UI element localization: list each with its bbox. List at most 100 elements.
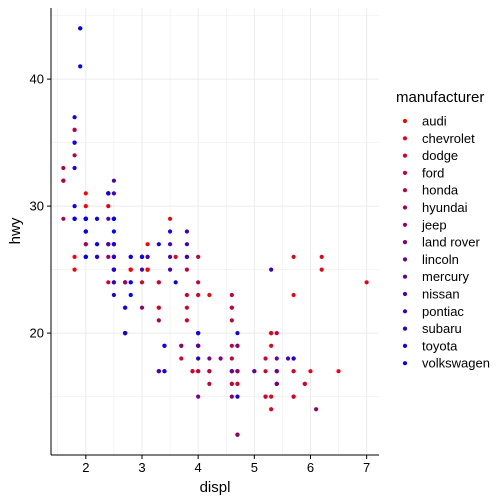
data-point [139,254,145,259]
data-point [167,242,173,247]
data-point [83,254,88,259]
data-point [106,280,111,285]
data-point [291,369,296,374]
legend-item: toyota [402,338,458,353]
legend-label: subaru [422,321,462,336]
legend-label: toyota [422,338,458,353]
data-point [145,254,150,259]
data-point [123,280,128,285]
data-point [229,318,234,323]
data-point [111,178,116,183]
data-point [83,216,88,221]
data-point [128,280,133,285]
data-point [83,242,88,247]
data-point [285,356,291,361]
legend-key [402,240,408,245]
data-point [156,369,161,374]
x-ticks: 2 3 4 5 6 7 [82,455,370,475]
data-point [196,280,201,285]
data-point [314,407,319,412]
legend-key [402,361,408,366]
legend-label: volkswagen [422,356,490,371]
data-point [269,267,274,272]
legend-item: volkswagen [402,356,490,371]
data-point [252,369,257,374]
data-point [61,216,66,221]
legend-key [402,291,408,297]
data-point [139,305,145,310]
data-point [162,343,167,348]
legend-item: honda [402,183,459,198]
data-point [156,280,161,285]
data-point [291,356,296,361]
data-point [184,305,190,310]
data-point [196,394,201,399]
series-jeep [139,305,319,437]
data-point [184,229,190,234]
data-point [229,292,234,298]
data-point [207,292,212,298]
legend-key [402,118,408,124]
data-point [72,254,77,259]
legend-key [402,188,408,193]
series-toyota [72,115,296,399]
legend-label: pontiac [422,304,464,319]
data-point [128,292,133,298]
legend: manufacturer audi chevrolet dodge ford honda… [396,89,490,371]
series-mercury [196,343,257,374]
data-points [61,26,369,437]
data-point [72,153,77,158]
data-point [235,369,240,374]
data-point [167,267,173,272]
data-point [184,254,190,259]
legend-item: jeep [402,217,447,232]
data-point [269,407,274,412]
data-point [235,432,240,437]
legend-label: hyundai [422,200,468,215]
data-point [94,242,100,247]
data-point [83,204,88,209]
data-point [139,267,145,272]
data-point [111,229,116,234]
data-point [184,267,190,272]
data-point [269,343,274,348]
data-point [229,394,234,399]
legend-item: nissan [402,287,460,302]
legend-item: dodge [402,148,458,163]
data-point [235,381,240,386]
data-point [269,394,274,399]
data-point [179,356,184,361]
x-tick-label: 6 [307,460,314,475]
data-point [269,330,274,336]
data-point [139,280,145,285]
series-nissan [106,178,291,374]
data-point [156,305,161,310]
x-tick-label: 2 [82,460,89,475]
legend-label: land rover [422,235,480,250]
series-lincoln [274,356,279,386]
legend-label: ford [422,165,444,180]
data-point [196,330,201,336]
data-point [145,267,150,272]
data-point [263,394,268,399]
legend-item: mercury [402,269,469,284]
data-point [263,369,268,374]
data-point [263,356,268,361]
legend-label: mercury [422,269,469,284]
legend-item: subaru [402,321,462,336]
data-point [156,318,161,323]
data-point [111,191,116,196]
data-point [106,254,111,259]
legend-label: dodge [422,148,458,163]
data-point [72,140,77,145]
data-point [229,381,234,386]
grid [51,8,379,455]
data-point [218,356,223,361]
y-tick-label: 40 [30,72,44,87]
x-tick-label: 3 [138,460,145,475]
data-point [72,267,77,272]
legend-label: nissan [422,287,460,302]
data-point [196,356,201,361]
data-point [128,267,133,272]
